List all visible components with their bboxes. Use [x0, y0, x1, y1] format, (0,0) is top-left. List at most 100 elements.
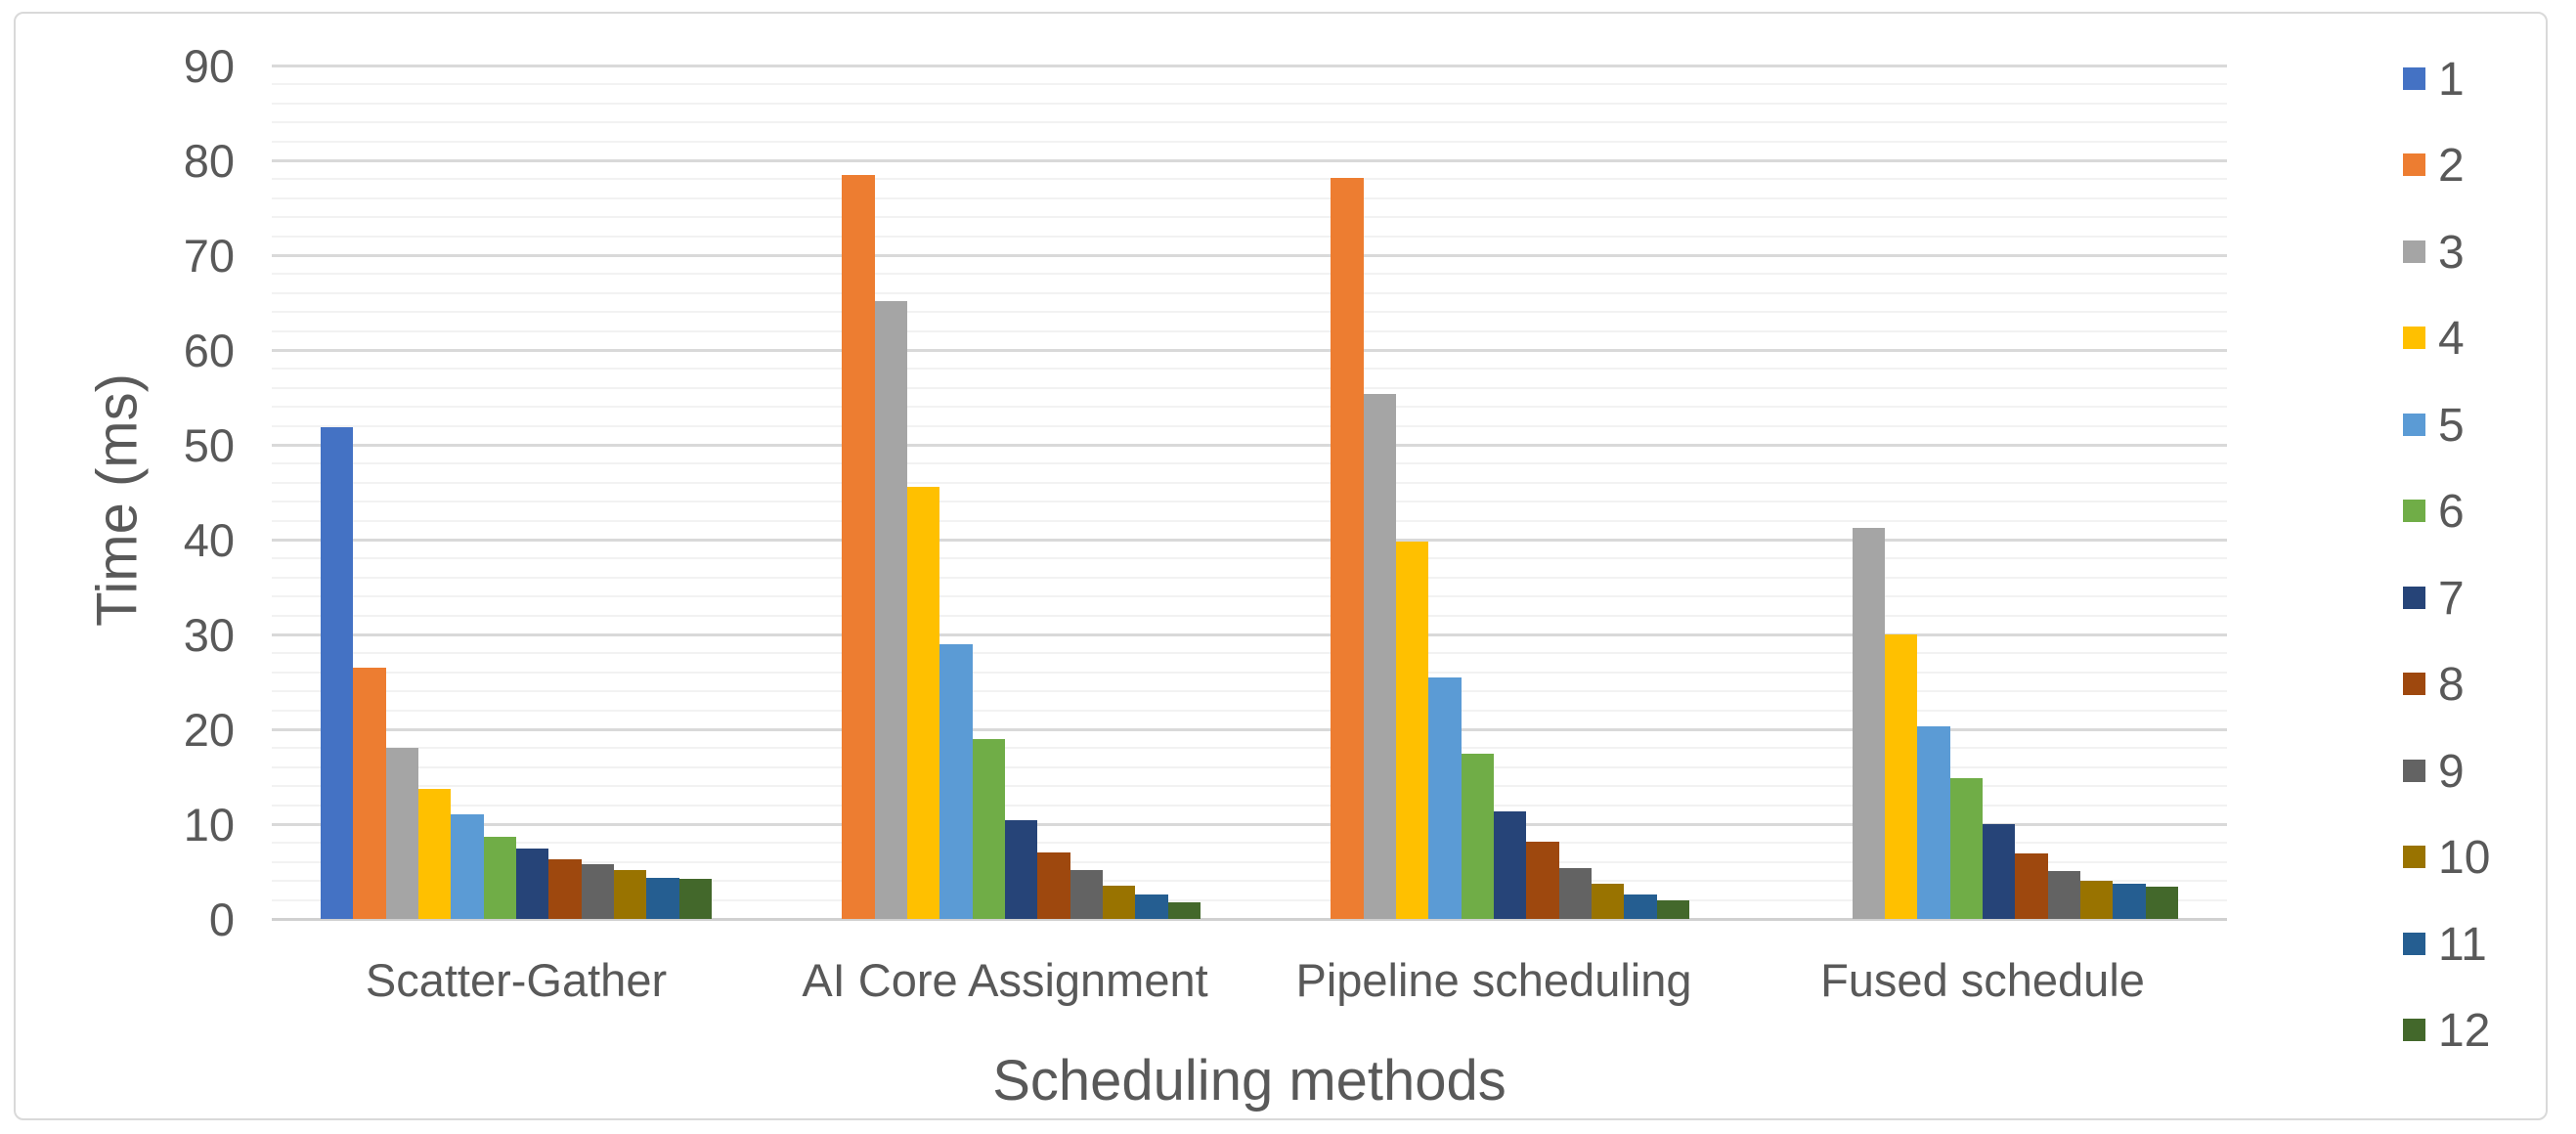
legend-label: 5	[2438, 399, 2465, 452]
legend-label: 10	[2438, 832, 2491, 884]
y-tick-label: 60	[183, 324, 235, 376]
bar-series-4-fused-schedule	[1884, 634, 1918, 919]
bar-series-12-fused-schedule	[2145, 887, 2178, 919]
major-gridline	[272, 633, 2227, 636]
bar-series-5-fused-schedule	[1917, 726, 1950, 919]
y-tick-label: 70	[183, 229, 235, 282]
major-gridline	[272, 254, 2227, 257]
minor-gridline	[272, 765, 2227, 768]
minor-gridline	[272, 196, 2227, 199]
bar-series-3-fused-schedule	[1852, 528, 1885, 919]
bar-series-10-scatter-gather	[613, 869, 647, 919]
bar-series-8-fused-schedule	[2015, 853, 2048, 919]
minor-gridline	[272, 178, 2227, 181]
bar-series-6-fused-schedule	[1949, 778, 1983, 919]
bar-series-2-pipeline-scheduling	[1331, 178, 1364, 919]
bar-series-10-pipeline-scheduling	[1591, 884, 1625, 919]
minor-gridline	[272, 424, 2227, 427]
major-gridline	[272, 65, 2227, 67]
bar-series-4-scatter-gather	[417, 789, 452, 919]
minor-gridline	[272, 842, 2227, 845]
bar-series-5-ai-core-assignment	[939, 643, 973, 919]
minor-gridline	[272, 860, 2227, 863]
minor-gridline	[272, 709, 2227, 712]
minor-gridline	[272, 311, 2227, 314]
bar-series-8-ai-core-assignment	[1037, 852, 1070, 919]
minor-gridline	[272, 216, 2227, 219]
bar-series-3-pipeline-scheduling	[1363, 393, 1396, 919]
bar-series-5-pipeline-scheduling	[1428, 676, 1462, 919]
y-tick-label: 0	[208, 893, 235, 945]
legend-label: 4	[2438, 313, 2465, 365]
bar-series-11-ai-core-assignment	[1135, 894, 1168, 919]
major-gridline	[272, 159, 2227, 162]
minor-gridline	[272, 595, 2227, 598]
legend-label: 2	[2438, 140, 2465, 192]
legend-swatch-icon	[2403, 586, 2425, 609]
legend-label: 7	[2438, 572, 2465, 625]
legend-swatch-icon	[2403, 153, 2425, 176]
legend-label: 6	[2438, 486, 2465, 538]
minor-gridline	[272, 898, 2227, 901]
x-category-label: Scatter-Gather	[365, 954, 668, 1006]
bar-series-2-scatter-gather	[353, 667, 386, 919]
bar-series-9-ai-core-assignment	[1070, 869, 1103, 919]
y-tick-label: 90	[183, 39, 235, 92]
minor-gridline	[272, 747, 2227, 750]
minor-gridline	[272, 804, 2227, 807]
major-gridline	[272, 728, 2227, 731]
y-tick-label: 30	[183, 608, 235, 661]
minor-gridline	[272, 140, 2227, 143]
legend-swatch-icon	[2403, 413, 2425, 436]
bar-series-3-ai-core-assignment	[874, 300, 907, 919]
minor-gridline	[272, 291, 2227, 294]
legend-swatch-icon	[2403, 1019, 2425, 1041]
bar-series-9-pipeline-scheduling	[1558, 867, 1592, 919]
legend-label: 9	[2438, 745, 2465, 798]
bar-series-8-pipeline-scheduling	[1526, 842, 1559, 919]
minor-gridline	[272, 690, 2227, 693]
bar-series-12-pipeline-scheduling	[1656, 899, 1689, 919]
bar-series-6-pipeline-scheduling	[1461, 754, 1494, 919]
bar-series-7-fused-schedule	[1982, 824, 2016, 919]
x-axis-line	[272, 918, 2227, 921]
bar-series-4-ai-core-assignment	[906, 486, 940, 919]
legend-swatch-icon	[2403, 500, 2425, 522]
y-axis-title: Time (ms)	[85, 373, 150, 627]
minor-gridline	[272, 273, 2227, 276]
y-tick-label: 50	[183, 418, 235, 471]
bar-series-3-scatter-gather	[385, 748, 418, 919]
bar-series-7-pipeline-scheduling	[1493, 811, 1527, 919]
bar-series-1-scatter-gather	[321, 426, 354, 919]
legend-label: 11	[2438, 918, 2487, 971]
minor-gridline	[272, 501, 2227, 503]
bar-series-6-scatter-gather	[483, 836, 516, 919]
minor-gridline	[272, 519, 2227, 522]
y-tick-label: 40	[183, 513, 235, 566]
bar-series-11-scatter-gather	[646, 878, 679, 919]
minor-gridline	[272, 557, 2227, 560]
bar-series-4-pipeline-scheduling	[1395, 541, 1429, 919]
x-category-label: Pipeline scheduling	[1295, 954, 1692, 1006]
bar-series-9-scatter-gather	[581, 863, 614, 919]
bar-series-12-ai-core-assignment	[1167, 901, 1201, 919]
bar-series-12-scatter-gather	[678, 879, 712, 919]
x-category-label: AI Core Assignment	[802, 954, 1208, 1006]
minor-gridline	[272, 406, 2227, 409]
minor-gridline	[272, 481, 2227, 484]
bar-series-11-pipeline-scheduling	[1624, 894, 1657, 919]
bar-series-5-scatter-gather	[451, 814, 484, 919]
minor-gridline	[272, 368, 2227, 371]
legend-swatch-icon	[2403, 759, 2425, 782]
y-tick-label: 80	[183, 134, 235, 187]
minor-gridline	[272, 83, 2227, 86]
minor-gridline	[272, 329, 2227, 332]
major-gridline	[272, 823, 2227, 826]
minor-gridline	[272, 671, 2227, 674]
minor-gridline	[272, 785, 2227, 788]
legend-label: 1	[2438, 53, 2465, 106]
legend-swatch-icon	[2403, 846, 2425, 868]
bar-series-10-ai-core-assignment	[1102, 886, 1136, 919]
